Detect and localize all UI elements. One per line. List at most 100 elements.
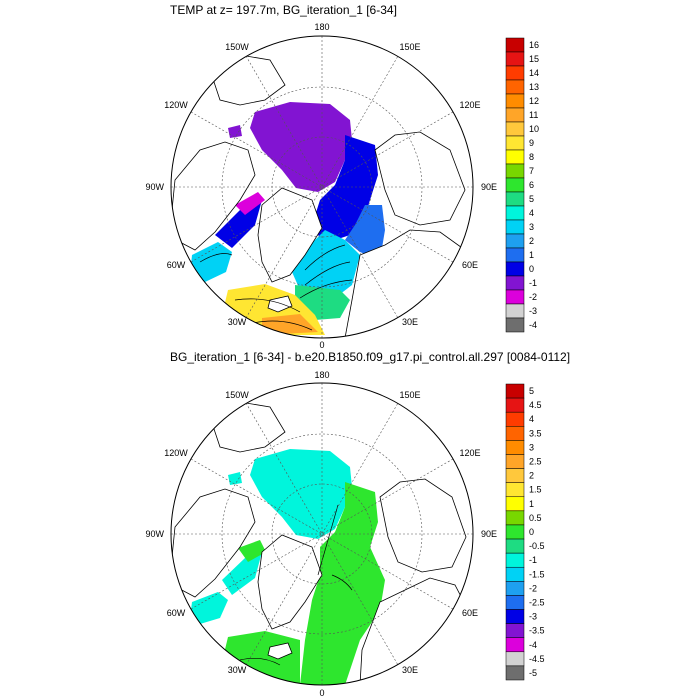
top-field-arctic-basin	[250, 102, 352, 192]
top-field-barents	[345, 205, 385, 260]
top-colorbar-label: 16	[529, 40, 539, 50]
top-colorbar-label: -3	[529, 306, 537, 316]
bottom-colorbar-swatch	[505, 411, 525, 427]
bottom-land-iceland	[267, 642, 293, 660]
bottom-field-caa-cyan	[228, 472, 242, 485]
bottom-panel: BG_iteration_1 [6-34] - b.e20.B1850.f09_…	[145, 350, 570, 698]
bottom-colorbar-swatch	[505, 468, 525, 483]
top-map-border	[170, 35, 474, 339]
bottom-colorbar-label: 3.5	[529, 428, 542, 438]
bottom-land-greenland	[257, 534, 323, 630]
top-field-labrador	[190, 242, 232, 282]
top-colorbar-swatch	[505, 205, 525, 221]
bottom-colorbar-swatch	[505, 440, 525, 455]
bottom-colorbar-swatch	[505, 538, 525, 554]
bottom-lon-30e: 30E	[402, 665, 418, 675]
top-field-caa-purple	[228, 125, 242, 138]
top-colorbar-swatch	[505, 135, 525, 151]
top-lon-150w: 150W	[225, 42, 249, 52]
top-field-baffin	[215, 200, 262, 248]
bottom-colorbar-swatch	[505, 397, 525, 413]
bottom-field-labrador-cyan	[190, 592, 228, 624]
bottom-colorbar-label: -2	[529, 583, 537, 593]
bottom-field-baffin-green	[238, 540, 266, 562]
bottom-lon-30w: 30W	[228, 665, 247, 675]
top-lon-180: 180	[314, 22, 329, 32]
top-colorbar-label: 9	[529, 138, 534, 148]
top-colorbar-swatch	[505, 303, 525, 319]
bottom-colorbar-label: -5	[529, 668, 537, 678]
bottom-colorbar-swatch	[505, 651, 525, 667]
top-contour-3	[299, 279, 353, 299]
bottom-title: BG_iteration_1 [6-34] - b.e20.B1850.f09_…	[170, 350, 570, 364]
top-title: TEMP at z= 197.7m, BG_iteration_1 [6-34]	[170, 3, 397, 17]
top-lon-90e: 90E	[481, 182, 497, 192]
top-lon-120w: 120W	[164, 100, 188, 110]
top-colorbar-swatch	[505, 149, 525, 165]
bottom-colorbar-label: 5	[529, 386, 534, 396]
top-field-baffin-magenta	[235, 192, 265, 215]
bottom-colorbar-label: -4.5	[529, 654, 545, 664]
bottom-contour-1	[317, 504, 339, 576]
bottom-colorbar-swatch	[505, 482, 525, 498]
top-land-alaska	[209, 54, 286, 106]
top-colorbar-swatch	[505, 219, 525, 235]
top-colorbar-label: 13	[529, 82, 539, 92]
bottom-colorbar-label: -3	[529, 612, 537, 622]
top-contour-4	[234, 298, 301, 313]
top-lon-120e: 120E	[459, 100, 480, 110]
bottom-lon-120w: 120W	[164, 448, 188, 458]
bottom-colorbar-label: 2.5	[529, 457, 542, 467]
bottom-colorbar-label: 1.5	[529, 485, 542, 495]
bottom-colorbar-swatch	[505, 510, 525, 526]
bottom-colorbar-swatch	[505, 566, 525, 582]
bottom-land-siberia	[379, 478, 467, 573]
bottom-colorbar-swatch	[505, 623, 525, 638]
bottom-colorbar: 5 4.5 4 3.5 3 2.5 2 1.5 1 0.5 0 -0.5 -1 -1.5 -2 -2.5 -3 -…	[505, 383, 545, 681]
bottom-graticule	[171, 383, 473, 685]
bottom-colorbar-label: 0.5	[529, 513, 542, 523]
top-contour-2	[304, 261, 351, 286]
bottom-colorbar-label: -2.5	[529, 597, 545, 607]
top-graticule	[171, 36, 473, 338]
top-colorbar-swatch	[505, 191, 525, 207]
top-lon-150e: 150E	[399, 42, 420, 52]
top-colorbar-label: 8	[529, 152, 534, 162]
bottom-field-arctic-basin	[250, 449, 352, 539]
top-contour-6	[199, 253, 233, 263]
bottom-contour-3	[239, 658, 281, 666]
bottom-colorbar-swatch	[505, 552, 525, 568]
top-panel: TEMP at z= 197.7m, BG_iteration_1 [6-34]	[145, 3, 539, 350]
bottom-lon-120e: 120E	[459, 448, 480, 458]
top-contour-1	[304, 244, 346, 271]
top-colorbar-swatch	[505, 121, 525, 137]
top-lon-90w: 90W	[145, 182, 164, 192]
bottom-colorbar-swatch	[505, 496, 525, 512]
top-colorbar-swatch	[505, 37, 525, 53]
bottom-colorbar-swatch	[505, 581, 525, 596]
top-colorbar-swatch	[505, 317, 525, 333]
bottom-lon-90e: 90E	[481, 529, 497, 539]
bottom-colorbar-label: -1	[529, 555, 537, 565]
top-colorbar-swatch	[505, 261, 525, 277]
top-colorbar-swatch	[505, 51, 525, 67]
bottom-field-baffin-cyan	[222, 552, 262, 595]
top-colorbar-label: 11	[529, 110, 538, 120]
bottom-lon-150w: 150W	[225, 390, 249, 400]
top-colorbar-label: 14	[529, 68, 539, 78]
bottom-colorbar-label: 2	[529, 471, 534, 481]
top-colorbar-label: -2	[529, 292, 537, 302]
bottom-colorbar-label: -4	[529, 640, 537, 650]
bottom-colorbar-label: 3	[529, 442, 534, 452]
bottom-colorbar-label: 1	[529, 499, 534, 509]
top-land-greenland	[257, 187, 323, 283]
top-colorbar-swatch	[505, 65, 525, 81]
bottom-lon-60w: 60W	[167, 608, 186, 618]
bottom-contour-2	[331, 574, 353, 591]
top-colorbar-swatch	[505, 107, 525, 123]
top-colorbar-label: -1	[529, 278, 537, 288]
bottom-colorbar-label: 4.5	[529, 400, 542, 410]
bottom-lon-150e: 150E	[399, 390, 420, 400]
